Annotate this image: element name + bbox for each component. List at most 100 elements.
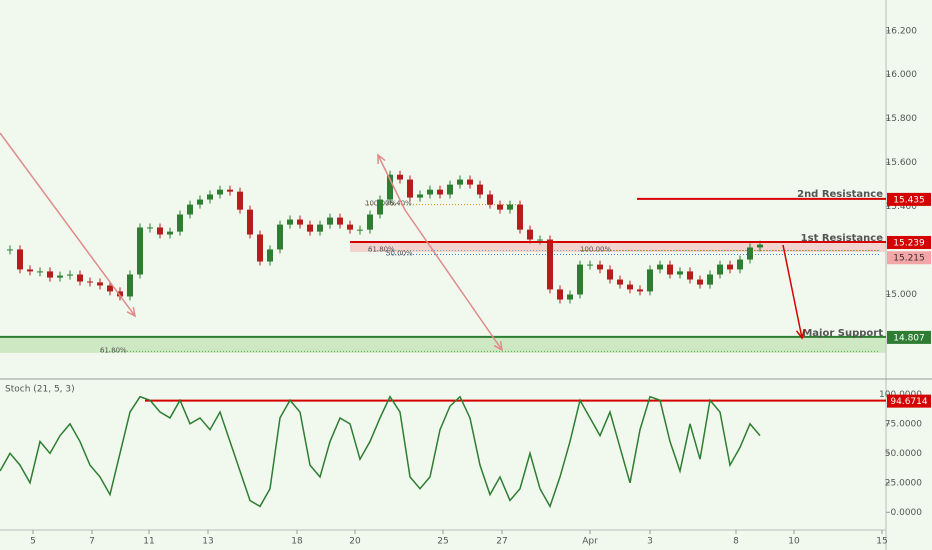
fib-label: 61.80%	[368, 246, 395, 254]
candle	[617, 279, 623, 285]
x-tick-label: 7	[89, 537, 95, 547]
candle	[37, 271, 43, 273]
x-tick-label: Apr	[582, 537, 598, 547]
fib-label: 50.00%	[386, 249, 413, 257]
price-badge-label: 15.435	[893, 195, 925, 205]
candle	[337, 217, 343, 225]
candle	[477, 184, 483, 195]
candle	[517, 204, 523, 230]
x-tick-label: 13	[202, 537, 213, 547]
arrow-head	[377, 153, 386, 165]
candle	[527, 229, 533, 240]
arrow-head	[126, 307, 137, 318]
fib-label: 100.00%	[580, 246, 611, 254]
candle	[107, 285, 113, 292]
candle	[697, 279, 703, 285]
y-tick-label: 15.000	[886, 290, 918, 300]
candle	[647, 269, 653, 292]
candle	[57, 275, 63, 278]
candle	[447, 184, 453, 195]
candle	[267, 249, 273, 262]
price-badge-label: 94.6714	[890, 397, 927, 407]
stoch-line	[0, 395, 761, 509]
candle	[17, 249, 23, 270]
candle	[297, 219, 303, 225]
candle	[27, 269, 33, 272]
candle	[507, 204, 513, 210]
y-tick-label: 50.0000	[885, 449, 922, 459]
price-badge-label: 15.239	[893, 238, 925, 248]
candle	[537, 239, 543, 241]
level-label: 2nd Resistance	[797, 189, 883, 200]
candle	[277, 224, 283, 250]
candle	[117, 291, 123, 297]
candle	[547, 239, 553, 290]
y-tick-label: 16.000	[886, 70, 918, 80]
candle	[597, 264, 603, 270]
candle	[137, 227, 143, 275]
candle	[587, 264, 593, 266]
stoch-label: Stoch (21, 5, 3)	[5, 385, 75, 395]
x-tick-label: 10	[788, 537, 800, 547]
resistance-zone	[350, 241, 886, 252]
candle	[757, 244, 763, 248]
candle	[77, 274, 83, 282]
candle	[227, 189, 233, 192]
candle	[387, 174, 393, 200]
candle	[627, 284, 633, 290]
candle	[217, 189, 223, 195]
arrow	[404, 209, 503, 351]
x-tick-label: 18	[291, 537, 303, 547]
level-label: Major Support	[802, 328, 883, 339]
y-tick-label: 15.600	[886, 158, 918, 168]
x-tick-label: 25	[437, 537, 448, 547]
candle	[667, 264, 673, 275]
candle	[557, 289, 563, 300]
y-tick-label: 15.800	[886, 114, 918, 124]
candle	[677, 271, 683, 275]
candle	[567, 294, 573, 300]
candle	[97, 282, 103, 286]
arrow-head	[493, 340, 503, 352]
candle	[127, 274, 133, 297]
candle	[637, 289, 643, 292]
price-badge	[887, 394, 931, 408]
candle	[487, 194, 493, 205]
candle	[657, 264, 663, 270]
candle	[207, 194, 213, 200]
candle	[7, 249, 13, 251]
candle	[357, 229, 363, 231]
fib-label: 76.40%	[385, 200, 412, 208]
x-tick-label: 15	[876, 537, 887, 547]
level-label: 1st Resistance	[801, 233, 884, 244]
candle	[737, 259, 743, 270]
candle	[437, 189, 443, 195]
last-price-badge	[887, 251, 931, 265]
arrow	[0, 132, 136, 317]
candle	[47, 271, 53, 278]
candle	[717, 264, 723, 275]
candle	[707, 274, 713, 285]
candle	[727, 264, 733, 270]
candle	[577, 264, 583, 295]
candle	[497, 204, 503, 210]
y-tick-label: 15.400	[886, 202, 918, 212]
y-tick-label: 16.200	[886, 26, 918, 36]
price-badge	[887, 330, 931, 344]
price-badge-label: 14.807	[893, 333, 925, 343]
candle	[67, 274, 73, 276]
candle	[167, 231, 173, 235]
x-tick-label: 5	[30, 537, 36, 547]
y-tick-label: 25.0000	[885, 478, 922, 488]
x-tick-label: 20	[349, 537, 361, 547]
candle	[247, 209, 253, 235]
price-badge	[887, 192, 931, 206]
candle	[187, 204, 193, 215]
candle	[397, 174, 403, 180]
candle	[157, 227, 163, 235]
candle	[257, 234, 263, 262]
candle	[87, 281, 93, 283]
candle	[177, 214, 183, 232]
